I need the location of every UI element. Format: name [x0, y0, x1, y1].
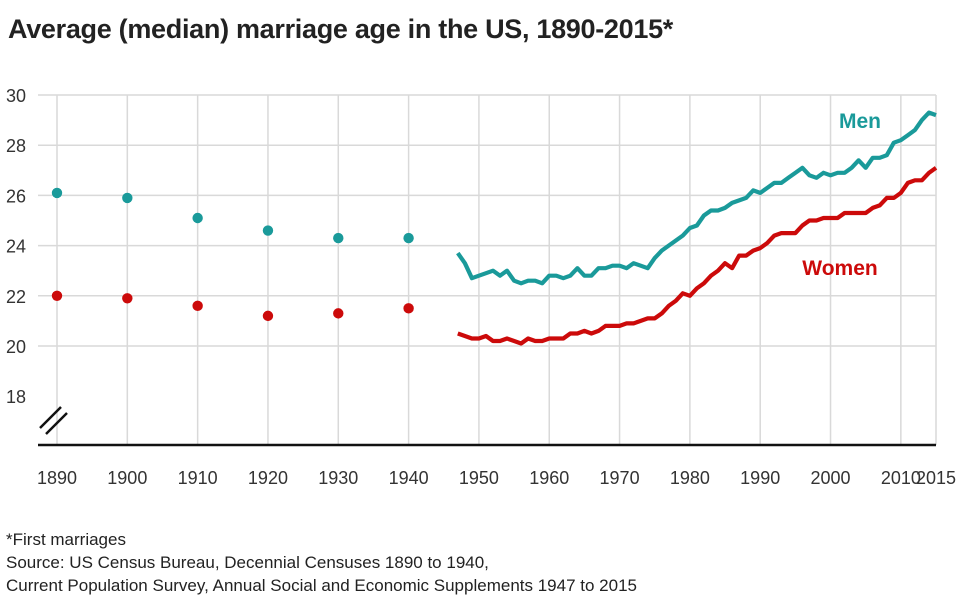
men-census-point [333, 232, 344, 244]
men-series-label: Men [839, 110, 881, 133]
source-line-2: Current Population Survey, Annual Social… [6, 576, 637, 595]
men-census-point [51, 187, 63, 199]
x-tick-label: 1990 [740, 468, 780, 488]
women-census-point [262, 310, 274, 322]
x-tick-label: 1890 [37, 468, 77, 488]
x-tick-label: 1940 [389, 468, 429, 488]
men-census-point [262, 225, 274, 236]
x-tick-label: 1980 [670, 468, 710, 488]
y-tick-label: 24 [6, 237, 26, 257]
x-tick-label: 2015 [916, 468, 956, 488]
x-tick-label: 1900 [107, 468, 147, 488]
x-tick-label: 1930 [318, 468, 358, 488]
men-census-point [122, 192, 133, 204]
women-census-point [122, 293, 133, 304]
x-tick-label: 1960 [529, 468, 569, 488]
women-census-point [403, 303, 414, 314]
y-tick-label: 22 [6, 287, 26, 307]
grid-lines [38, 94, 937, 445]
footnote: *First marriages [6, 530, 126, 549]
y-tick-label: 26 [6, 186, 26, 206]
women-series-label: Women [802, 257, 877, 280]
x-tick-label: 2000 [810, 468, 850, 488]
women-census-point [333, 308, 344, 319]
y-tick-label: 28 [6, 136, 26, 156]
x-tick-label: 1950 [459, 468, 499, 488]
women-series-line [457, 166, 938, 346]
x-tick-label: 1970 [600, 468, 640, 488]
x-tick-label: 2010 [881, 468, 921, 488]
series-layer: Men Women [51, 110, 938, 346]
x-tick-label: 1920 [248, 468, 288, 488]
women-census-point [192, 300, 203, 312]
men-census-point [192, 212, 203, 224]
women-census-point [51, 290, 63, 301]
men-series-line [456, 110, 937, 286]
chart-title: Average (median) marriage age in the US,… [8, 14, 674, 44]
y-tick-label: 30 [6, 86, 26, 106]
source-line-1: Source: US Census Bureau, Decennial Cens… [6, 553, 489, 572]
axis-break-icon [39, 406, 68, 435]
x-axis-ticks: 1890 1900 1910 1920 1930 1940 1950 1960 1970 1980… [37, 468, 956, 488]
y-tick-label: 18 [6, 387, 26, 407]
y-tick-label: 20 [6, 337, 26, 357]
men-census-point [403, 232, 414, 244]
y-axis-ticks: 18 20 22 24 26 28 30 [6, 86, 26, 407]
x-tick-label: 1910 [178, 468, 218, 488]
